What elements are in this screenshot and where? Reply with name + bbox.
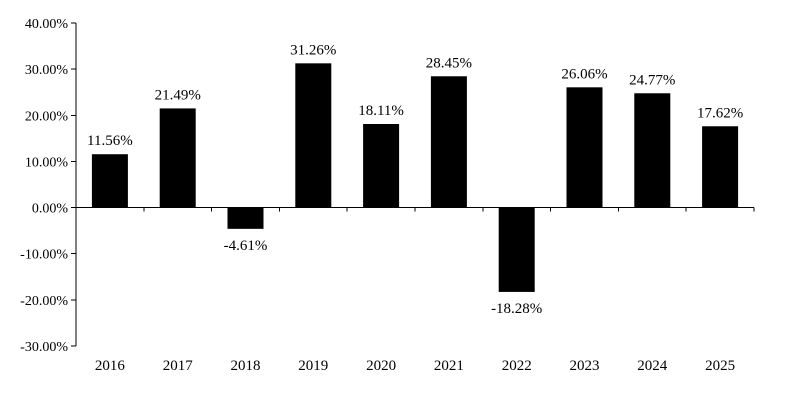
bar-2016	[91, 154, 128, 208]
bar-2025	[702, 126, 739, 208]
data-label-2024: 24.77%	[629, 72, 675, 88]
y-tick-label: 0.00%	[32, 202, 69, 217]
data-label-2025: 17.62%	[697, 105, 743, 121]
y-tick-label: 20.00%	[25, 109, 69, 124]
data-label-2019: 31.26%	[290, 42, 336, 58]
bar-2022	[498, 207, 535, 292]
x-tick-label: 2024	[637, 358, 668, 374]
data-label-2020: 18.11%	[358, 103, 404, 119]
x-tick-label: 2018	[231, 358, 261, 374]
x-tick-label: 2020	[366, 358, 396, 374]
bar-2020	[363, 124, 400, 208]
y-tick-label: -10.00%	[20, 248, 68, 263]
x-axis: 2016 2017 2018 2019 2020 2021 2022 2023 2024 2025	[76, 207, 755, 374]
data-label-2023: 26.06%	[561, 66, 607, 82]
y-axis: 40.00% 30.00% 20.00% 10.00% 0.00% -10.00% -20.…	[20, 17, 77, 355]
x-tick-label: 2023	[570, 358, 600, 374]
data-label-2018: -4.61%	[224, 238, 268, 254]
x-tick-label: 2025	[705, 358, 735, 374]
bar-2023	[566, 87, 603, 208]
x-tick-label: 2019	[298, 358, 328, 374]
x-tick-label: 2022	[502, 358, 532, 374]
y-tick-label: 30.00%	[25, 63, 69, 78]
bar-2018	[227, 207, 264, 229]
y-tick-label: -30.00%	[20, 340, 68, 355]
x-tick-label: 2016	[95, 358, 126, 374]
bar-2021	[430, 76, 467, 208]
data-label-2017: 21.49%	[155, 87, 201, 103]
bars	[91, 63, 739, 292]
y-tick-label: 10.00%	[25, 155, 69, 170]
y-tick-label: 40.00%	[25, 17, 69, 32]
bar-2024	[634, 93, 671, 208]
data-label-2021: 28.45%	[426, 55, 472, 71]
data-labels: 11.56% 21.49% -4.61% 31.26% 18.11% 28.45% -18.…	[87, 42, 743, 317]
y-tick-label: -20.00%	[20, 294, 68, 309]
data-label-2022: -18.28%	[491, 301, 542, 317]
data-label-2016: 11.56%	[87, 133, 133, 149]
x-tick-label: 2017	[163, 358, 194, 374]
bar-2017	[159, 108, 196, 208]
x-tick-label: 2021	[434, 358, 464, 374]
bar-2019	[295, 63, 332, 208]
